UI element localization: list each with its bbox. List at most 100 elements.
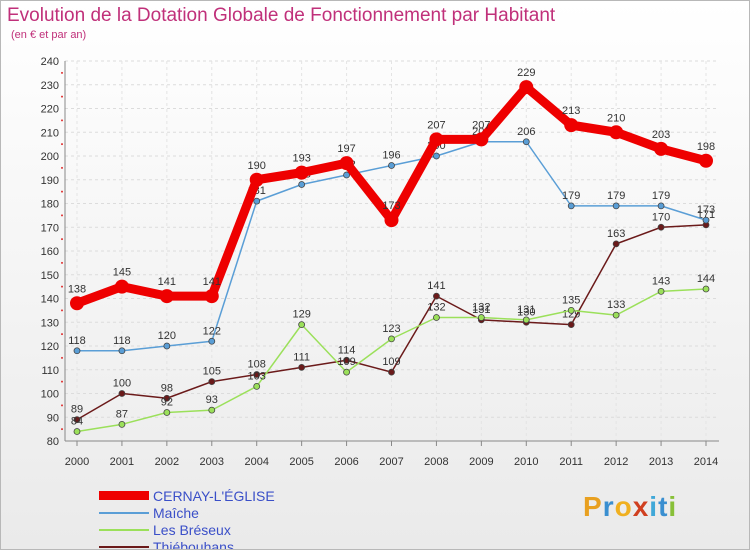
data-label: 203 xyxy=(652,129,670,141)
data-point xyxy=(654,141,669,156)
data-point xyxy=(73,347,81,355)
x-tick-label: 2006 xyxy=(334,456,358,468)
y-axis-minor-tick xyxy=(61,95,63,98)
legend-swatch xyxy=(99,511,149,514)
y-axis-minor-tick xyxy=(61,309,63,312)
data-point xyxy=(612,202,620,210)
data-point xyxy=(702,285,710,293)
y-axis-minor-tick xyxy=(61,190,63,193)
data-label: 145 xyxy=(113,267,131,279)
y-axis-minor-tick xyxy=(61,285,63,288)
data-label: 163 xyxy=(607,228,625,240)
data-point xyxy=(657,287,665,295)
y-tick-label: 200 xyxy=(41,151,59,163)
data-label: 135 xyxy=(562,294,580,306)
x-tick-label: 2012 xyxy=(604,456,628,468)
data-label: 129 xyxy=(292,309,310,321)
data-point xyxy=(118,347,126,355)
data-label: 89 xyxy=(71,404,83,416)
data-point xyxy=(429,132,444,147)
data-point xyxy=(114,279,129,294)
data-point xyxy=(253,382,261,390)
data-point xyxy=(249,172,264,187)
brand-logo: Proxiti xyxy=(583,491,678,522)
data-point xyxy=(163,409,171,416)
legend-label: Thiébouhans xyxy=(153,538,234,550)
x-tick-label: 2008 xyxy=(424,456,448,468)
y-tick-label: 150 xyxy=(41,270,59,282)
data-label: 92 xyxy=(161,397,173,409)
data-point xyxy=(208,337,216,345)
data-point xyxy=(612,240,620,248)
y-tick-label: 230 xyxy=(41,80,59,92)
data-point xyxy=(339,156,354,171)
data-point xyxy=(118,390,126,397)
y-tick-label: 100 xyxy=(41,389,59,401)
x-tick-label: 2004 xyxy=(244,456,268,468)
data-label: 132 xyxy=(472,302,490,314)
y-tick-label: 80 xyxy=(47,436,59,448)
data-point xyxy=(159,289,174,304)
legend-swatch xyxy=(99,528,149,531)
x-tick-label: 2002 xyxy=(155,456,179,468)
data-label: 173 xyxy=(697,204,715,216)
y-axis-minor-tick xyxy=(61,71,63,74)
data-point xyxy=(298,321,306,329)
x-tick-label: 2001 xyxy=(110,456,134,468)
data-label: 132 xyxy=(427,302,445,314)
data-label: 122 xyxy=(203,325,221,337)
data-point xyxy=(477,314,485,321)
data-label: 108 xyxy=(248,359,266,371)
data-point xyxy=(208,378,216,386)
data-label: 207 xyxy=(427,119,445,131)
data-point xyxy=(204,289,219,304)
data-point xyxy=(388,162,395,169)
data-point xyxy=(298,181,306,188)
data-point xyxy=(567,321,575,329)
data-point xyxy=(609,125,624,140)
data-label: 210 xyxy=(607,112,625,124)
y-tick-label: 220 xyxy=(41,104,59,116)
data-point xyxy=(474,132,489,147)
data-label: 133 xyxy=(607,299,625,311)
data-label: 206 xyxy=(517,126,535,138)
legend-label: Les Bréseux xyxy=(153,521,231,538)
data-point xyxy=(298,363,306,371)
y-axis-minor-tick xyxy=(61,428,63,431)
data-point xyxy=(657,223,665,231)
chart-subtitle: (en € et par an) xyxy=(11,29,87,41)
data-label: 138 xyxy=(68,283,86,295)
data-label: 123 xyxy=(382,323,400,335)
y-axis-minor-tick xyxy=(61,166,63,169)
data-label: 87 xyxy=(116,408,128,420)
data-point xyxy=(343,171,350,179)
data-label: 179 xyxy=(607,190,625,202)
data-label: 170 xyxy=(652,211,670,223)
y-axis-minor-tick xyxy=(61,356,63,359)
y-tick-label: 130 xyxy=(41,317,59,329)
y-axis-minor-tick xyxy=(61,119,63,122)
data-label: 171 xyxy=(697,209,715,221)
data-label: 109 xyxy=(337,356,355,368)
y-axis-minor-tick xyxy=(61,143,63,146)
data-label: 130 xyxy=(517,306,535,318)
data-label: 93 xyxy=(206,394,218,406)
data-label: 118 xyxy=(113,335,131,347)
y-tick-label: 170 xyxy=(41,222,59,234)
legend-item: CERNAY-L'ÉGLISE xyxy=(99,487,275,504)
data-point xyxy=(567,202,575,210)
x-tick-label: 2009 xyxy=(469,456,493,468)
x-tick-label: 2007 xyxy=(379,456,403,468)
legend-item: Les Bréseux xyxy=(99,521,275,538)
data-label: 173 xyxy=(382,200,400,212)
data-label: 109 xyxy=(382,356,400,368)
data-label: 118 xyxy=(68,335,86,347)
x-tick-label: 2005 xyxy=(289,456,313,468)
data-point xyxy=(73,428,81,435)
data-label: 193 xyxy=(292,153,310,165)
x-tick-label: 2011 xyxy=(559,456,583,468)
y-tick-label: 240 xyxy=(41,56,59,68)
data-point xyxy=(657,202,665,210)
data-point xyxy=(612,311,620,319)
